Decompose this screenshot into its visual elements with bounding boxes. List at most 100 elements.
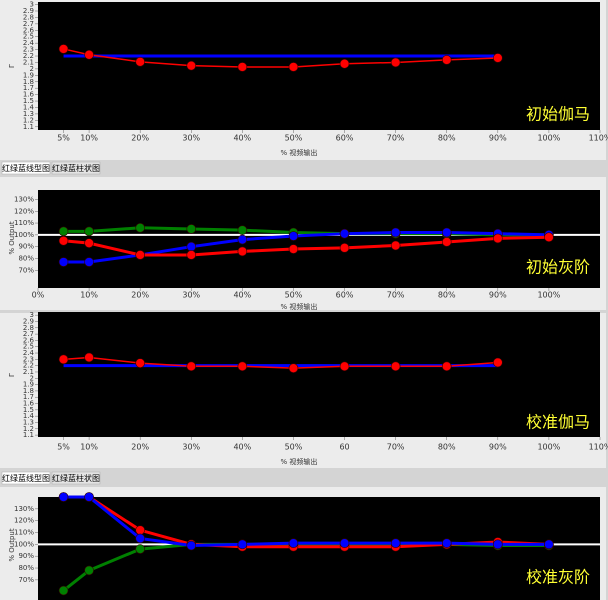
data-point	[493, 53, 503, 63]
data-point	[390, 538, 401, 548]
data-point	[135, 222, 145, 233]
y-tick-label: 2.8	[23, 324, 34, 332]
y-axis-label: % Output	[8, 528, 16, 561]
x-tick-label: 40%	[233, 443, 251, 452]
tab-label[interactable]: 红绿蓝柱状图	[52, 163, 100, 173]
x-tick-label: 30%	[182, 291, 200, 300]
data-point	[237, 234, 248, 245]
tab[interactable]	[1, 161, 51, 175]
y-tick-label: 2.4	[23, 349, 35, 357]
y-tick-label: 2.6	[23, 336, 35, 344]
y-tick-label: 1.6	[23, 400, 35, 408]
y-tick-label: 70%	[18, 576, 34, 584]
x-tick-label: 10%	[80, 134, 98, 143]
plot-area	[38, 312, 600, 437]
y-tick-label: 1.7	[23, 84, 34, 92]
x-tick-label: 30%	[182, 134, 200, 143]
data-point	[135, 533, 145, 544]
y-tick-label: 1.5	[23, 406, 34, 414]
tab-label[interactable]: 红绿蓝柱状图	[52, 473, 100, 483]
y-tick-label: 1.5	[23, 97, 34, 105]
series-line	[63, 48, 498, 68]
tab-label[interactable]: 红绿蓝线型图	[2, 163, 50, 173]
y-tick-label: 1.3	[23, 418, 34, 426]
x-tick-label: 80%	[438, 291, 456, 300]
y-tick-label: 110%	[14, 219, 34, 227]
data-point	[288, 231, 299, 241]
data-point	[135, 525, 145, 535]
data-point	[58, 585, 69, 596]
chart-title: 初始伽马	[526, 105, 590, 124]
data-point	[58, 226, 69, 237]
tab[interactable]	[1, 471, 51, 485]
x-axis-label: % 视频输出	[281, 457, 318, 466]
x-tick-label: 80%	[438, 443, 456, 452]
data-point	[493, 233, 503, 244]
data-point	[237, 225, 248, 235]
y-tick-label: 2	[30, 374, 34, 382]
y-tick-label: 1.4	[23, 103, 35, 111]
data-point	[84, 257, 94, 267]
x-tick-label: 110%	[589, 443, 608, 452]
data-point	[237, 539, 248, 550]
data-point	[441, 237, 452, 247]
data-point	[135, 250, 145, 260]
chart-title: 校准灰阶	[526, 568, 590, 587]
data-point	[288, 538, 299, 548]
x-tick-label: 40%	[233, 134, 251, 143]
plot-area	[38, 497, 600, 600]
y-tick-label: 2.9	[23, 7, 34, 15]
y-tick-label: 2.2	[23, 362, 34, 370]
y-tick-label: 1.1	[23, 123, 34, 131]
data-point	[288, 244, 299, 254]
y-tick-label: 2.9	[23, 317, 34, 325]
y-tick-label: 2.5	[23, 343, 34, 351]
data-point	[544, 232, 554, 243]
chart-title: 初始灰阶	[526, 258, 590, 277]
data-point	[237, 62, 248, 72]
data-point	[58, 492, 69, 502]
data-point	[84, 492, 94, 502]
data-point	[544, 539, 554, 550]
y-tick-label: 100%	[14, 231, 34, 239]
x-tick-label: 40%	[233, 291, 251, 300]
data-point	[186, 241, 197, 252]
x-tick-label: 20%	[131, 134, 149, 143]
x-tick-label: 90%	[489, 443, 507, 452]
x-tick-label: 60%	[336, 291, 354, 300]
data-point	[186, 60, 197, 71]
tab[interactable]	[51, 161, 101, 175]
y-tick-label: 2.7	[23, 330, 34, 338]
y-tick-label: 2	[30, 65, 34, 73]
y-tick-label: 1.2	[23, 116, 34, 124]
x-tick-label: 60%	[336, 134, 354, 143]
tab-label[interactable]: 红绿蓝线型图	[2, 473, 50, 483]
chart-title: 校准伽马	[526, 413, 590, 432]
y-tick-label: 2.1	[23, 368, 34, 376]
y-tick-label: 1.8	[23, 78, 34, 86]
x-tick-label: 5%	[57, 134, 70, 143]
y-tick-label: 120%	[14, 207, 34, 215]
y-tick-label: 90%	[18, 243, 34, 251]
y-tick-label: 2.3	[23, 46, 34, 54]
y-tick-label: 130%	[14, 195, 34, 203]
y-tick-label: 2.3	[23, 355, 34, 363]
y-tick-label: 120%	[14, 517, 34, 525]
x-tick-label: 10%	[80, 291, 98, 300]
data-point	[390, 57, 401, 68]
x-tick-label: 70%	[387, 291, 405, 300]
y-tick-label: 2.2	[23, 52, 34, 60]
y-tick-label: 2.8	[23, 13, 34, 21]
data-point	[441, 538, 452, 548]
x-tick-label: 30%	[182, 443, 200, 452]
y-tick-label: 3	[30, 311, 34, 319]
y-axis-label: Γ	[8, 64, 16, 68]
y-tick-label: 2.6	[23, 26, 35, 34]
tab[interactable]	[51, 471, 101, 485]
data-point	[441, 227, 452, 238]
y-tick-label: 1.7	[23, 393, 34, 401]
data-point	[441, 55, 452, 65]
x-tick-label: 0%	[32, 291, 45, 300]
data-point	[186, 250, 197, 260]
